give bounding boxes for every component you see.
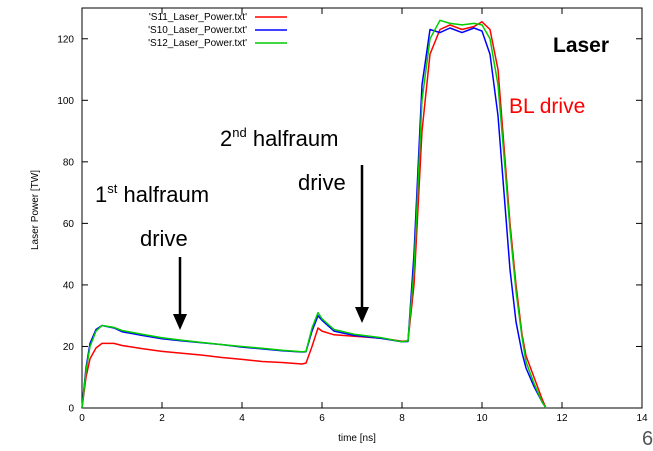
legend: 'S11_Laser_Power.txt' 'S10_Laser_Power.t… — [148, 12, 287, 49]
y-tick-label: 120 — [57, 34, 74, 45]
y-tick-label: 60 — [63, 219, 75, 230]
annotation-first-halfraum: 1st halfraum — [95, 181, 209, 207]
x-axis-label: time [ns] — [338, 433, 376, 444]
x-tick-label: 14 — [636, 413, 648, 424]
first-halfraum-text: halfraum — [117, 182, 209, 207]
plot-frame — [81, 7, 643, 409]
x-tick-label: 12 — [556, 413, 568, 424]
y-tick-label: 80 — [63, 157, 75, 168]
arrow-second-drive — [355, 165, 369, 323]
annotation-second-halfraum: 2nd halfraum — [220, 125, 338, 151]
legend-entry-s10: 'S10_Laser_Power.txt' — [148, 25, 247, 36]
annotation-first-drive: drive — [140, 226, 188, 251]
y-tick-label: 40 — [63, 280, 75, 291]
x-tick-label: 8 — [399, 413, 405, 424]
y-tick-label: 20 — [63, 342, 75, 353]
arrow-first-drive — [173, 257, 187, 330]
first-ordinal-suffix: st — [107, 181, 118, 196]
x-tick-label: 0 — [79, 413, 85, 424]
series-line-2 — [81, 27, 547, 409]
series-line-3 — [81, 19, 547, 409]
second-ordinal-number: 2 — [220, 126, 232, 151]
annotation-second-drive: drive — [298, 170, 346, 195]
y-axis-label: Laser Power [TW] — [30, 170, 41, 250]
series-line-1 — [81, 21, 547, 409]
legend-entry-s11: 'S11_Laser_Power.txt' — [149, 12, 247, 23]
x-tick-label: 2 — [159, 413, 165, 424]
page-number: 6 — [642, 428, 653, 450]
x-tick-label: 6 — [319, 413, 325, 424]
y-tick-label: 100 — [57, 96, 74, 107]
series-lines — [81, 19, 547, 409]
legend-entry-s12: 'S12_Laser_Power.txt' — [148, 38, 247, 49]
x-tick-label: 4 — [239, 413, 245, 424]
y-tick-label: 0 — [68, 404, 74, 415]
annotation-bl-drive: BL drive — [509, 95, 585, 118]
second-ordinal-suffix: nd — [232, 125, 246, 140]
annotation-laser: Laser — [553, 34, 609, 57]
second-halfraum-text: halfraum — [247, 126, 339, 151]
x-tick-label: 10 — [476, 413, 488, 424]
first-ordinal-number: 1 — [95, 182, 107, 207]
